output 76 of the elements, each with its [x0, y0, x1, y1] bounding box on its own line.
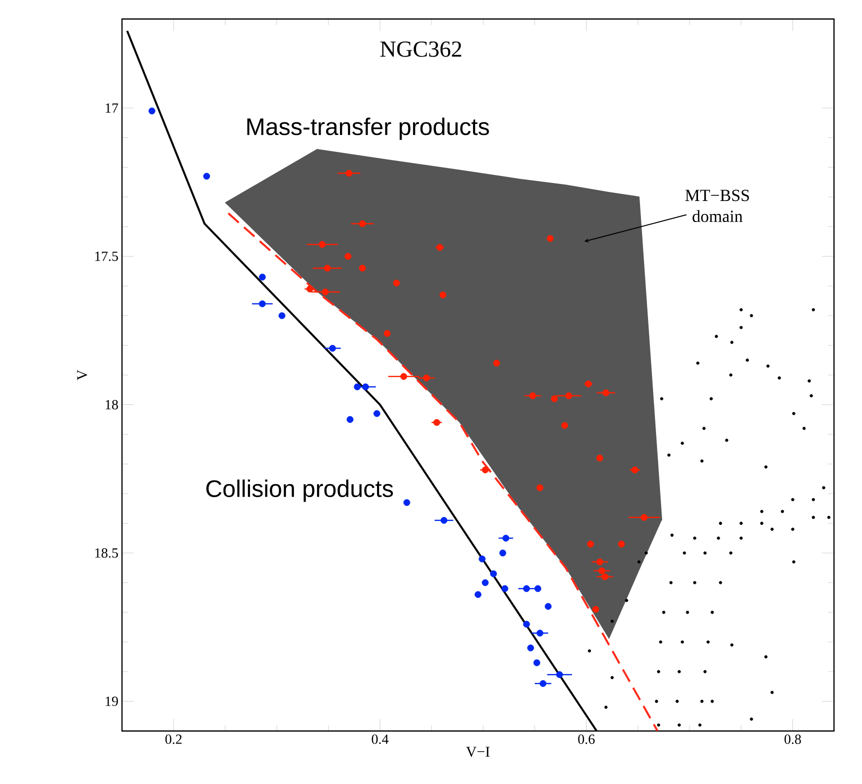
point	[556, 671, 563, 678]
point	[544, 602, 552, 610]
point	[346, 170, 352, 177]
point	[501, 585, 508, 592]
point	[359, 264, 366, 272]
point	[523, 585, 530, 592]
point	[359, 220, 366, 228]
point	[423, 374, 430, 382]
point	[534, 585, 542, 592]
point	[493, 360, 500, 367]
point	[490, 570, 497, 578]
y-axis-title: V	[77, 370, 88, 380]
point	[540, 680, 546, 687]
point	[478, 556, 486, 562]
point	[523, 620, 530, 628]
point	[148, 108, 156, 114]
point	[602, 573, 608, 580]
x-tick-label: 0.4	[372, 734, 388, 744]
point	[618, 540, 625, 548]
point	[433, 419, 440, 426]
x-tick-label: 0.6	[578, 734, 595, 744]
point	[440, 291, 446, 298]
point	[546, 235, 554, 242]
point	[482, 579, 489, 586]
y-tick-label: 17	[106, 103, 118, 113]
point	[436, 244, 444, 251]
x-tick-label: 0.2	[165, 734, 182, 744]
point	[587, 540, 594, 548]
point	[598, 567, 606, 574]
point	[318, 241, 326, 248]
x-tick-label: 0.8	[784, 734, 801, 744]
annotation: Mass-transfer products	[247, 118, 489, 140]
point	[527, 644, 534, 652]
point	[502, 534, 510, 542]
text: NGC362	[380, 41, 462, 57]
point	[529, 392, 536, 400]
point	[596, 558, 604, 566]
y-tick-label: 18.5	[95, 548, 118, 558]
y-tick-label: 19	[106, 696, 118, 706]
point	[400, 373, 408, 380]
point	[592, 606, 600, 613]
point	[258, 274, 266, 280]
point	[329, 344, 336, 352]
point	[393, 280, 400, 286]
y-tick-label: 18	[106, 400, 118, 410]
point	[324, 264, 331, 272]
point	[362, 383, 369, 390]
point	[373, 410, 380, 417]
annotation: Collision products	[206, 480, 393, 502]
annotation: MT−BSS domain	[685, 190, 749, 222]
point	[474, 591, 482, 598]
point	[344, 252, 352, 260]
point	[258, 300, 266, 308]
point	[585, 380, 592, 388]
point	[203, 172, 210, 180]
point	[602, 389, 610, 396]
point	[631, 466, 638, 474]
point	[536, 484, 544, 492]
point	[384, 330, 391, 337]
point	[482, 466, 489, 474]
point	[278, 312, 286, 320]
point	[403, 499, 410, 506]
point	[536, 630, 544, 636]
point	[550, 395, 558, 402]
point	[354, 383, 361, 390]
point	[533, 659, 540, 666]
point	[346, 416, 354, 423]
point	[561, 422, 568, 429]
y-tick-label: 17.5	[95, 252, 118, 262]
point	[322, 288, 329, 296]
point	[499, 550, 506, 556]
point	[596, 454, 604, 462]
x-axis-title: V−I	[466, 746, 490, 757]
point	[565, 392, 572, 400]
point	[440, 516, 448, 524]
point	[640, 514, 648, 521]
